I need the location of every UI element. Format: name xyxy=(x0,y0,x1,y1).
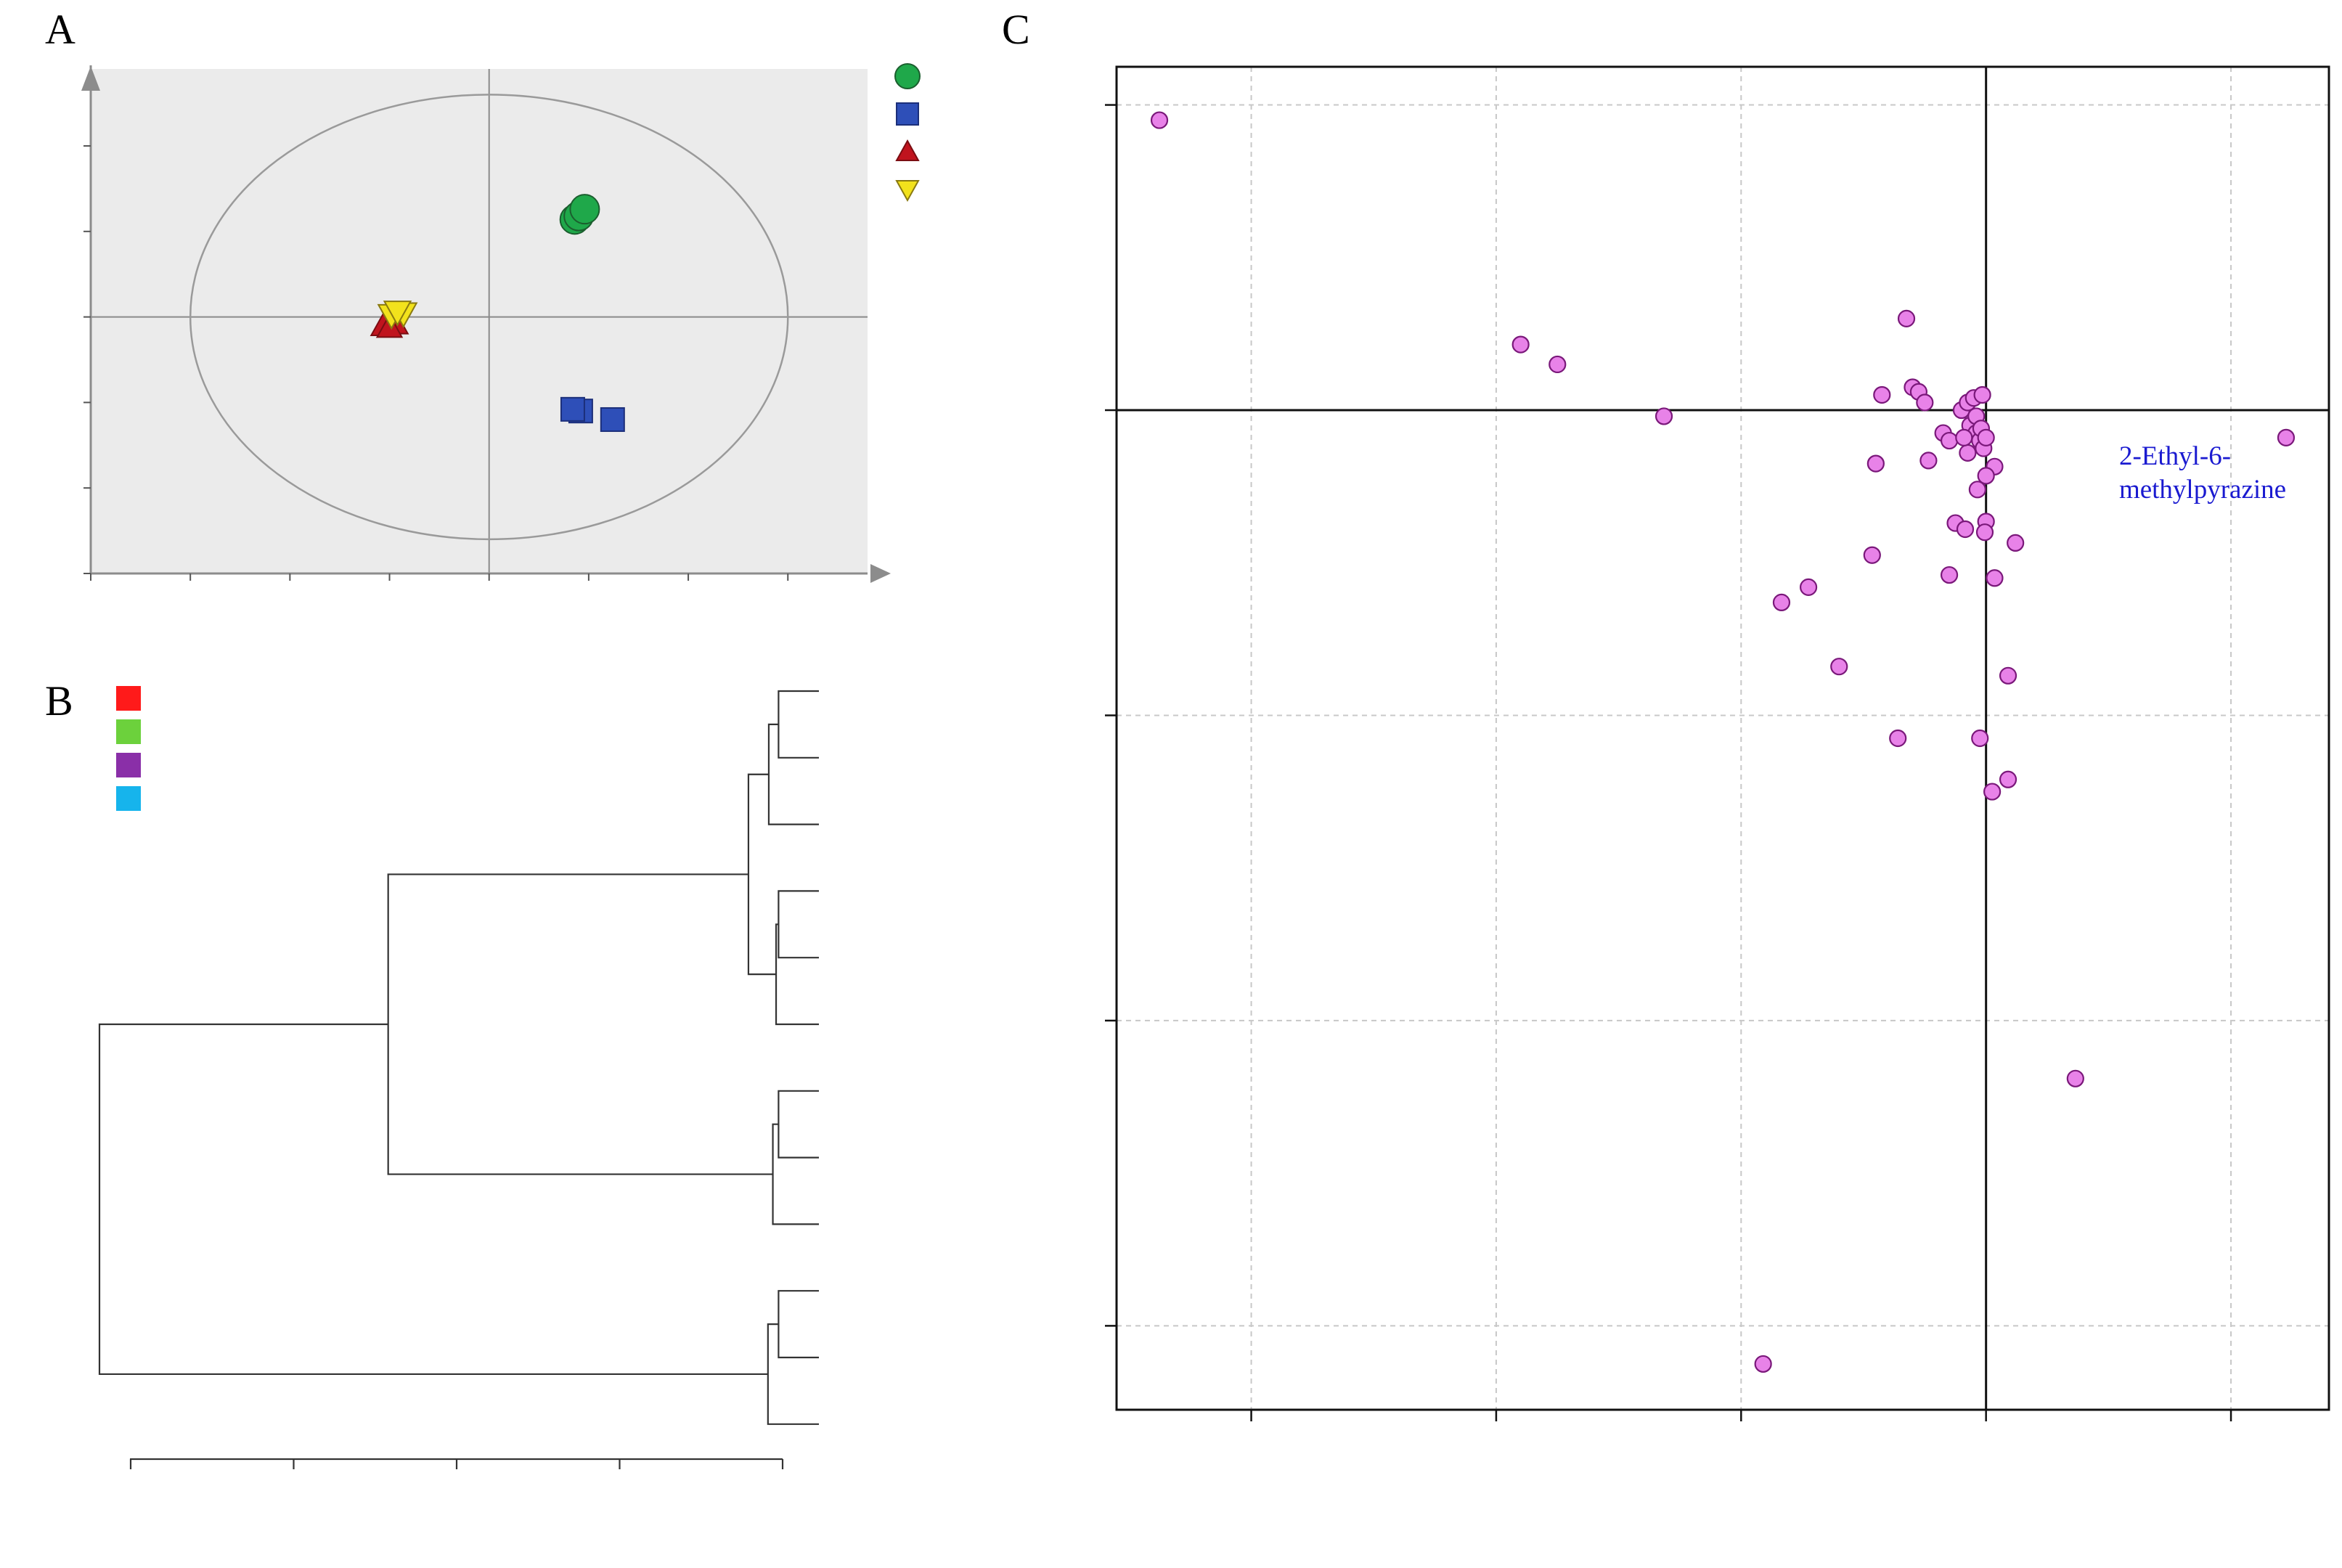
loading-point xyxy=(2066,1069,2084,1087)
panel-letter-c: C xyxy=(1002,6,1030,53)
loading-point xyxy=(1975,523,1994,542)
data-point xyxy=(895,180,920,203)
panel-letter-a: A xyxy=(45,6,76,53)
point-label-line: 2-Ethyl-6- xyxy=(2119,441,2231,471)
data-point xyxy=(896,102,919,126)
loading-point xyxy=(1973,385,1991,404)
panel-c-loading-plot: 2-Ethyl-6- methylpyrazine xyxy=(1105,65,2330,1421)
panel-a-pca-score-plot xyxy=(81,63,921,583)
dendrogram-link xyxy=(778,690,819,759)
loading-point xyxy=(1866,454,1885,473)
loading-point xyxy=(1511,335,1530,354)
y-axis-arrow-icon xyxy=(81,66,100,91)
loading-point xyxy=(1863,546,1881,564)
loading-point xyxy=(1889,729,1907,748)
dendrogram-link xyxy=(778,1090,819,1159)
legend-swatch xyxy=(116,686,141,711)
data-point xyxy=(895,139,920,161)
confidence-ellipse xyxy=(189,94,789,541)
loading-point xyxy=(1959,444,1977,462)
loading-point xyxy=(2007,534,2025,552)
plot-frame xyxy=(1115,65,2330,1411)
loading-point xyxy=(1916,393,1934,412)
loading-point xyxy=(1754,1355,1772,1373)
loading-point xyxy=(1830,658,1848,676)
dendrogram-link xyxy=(387,873,773,1175)
dendrogram-link xyxy=(747,773,777,976)
loading-point xyxy=(1971,729,1989,748)
loading-point xyxy=(1655,407,1673,425)
loading-point xyxy=(1799,578,1818,596)
loading-point xyxy=(1999,666,2017,685)
data-point xyxy=(894,63,921,89)
loading-point xyxy=(1956,520,1975,539)
loading-point xyxy=(1772,593,1791,611)
panel-b-dendrogram xyxy=(98,686,819,1469)
loading-point xyxy=(1977,428,1995,446)
dendrogram-link xyxy=(778,890,819,959)
dendrogram-link xyxy=(775,923,819,1026)
loading-point xyxy=(1986,569,2004,587)
loading-point xyxy=(1940,565,1959,584)
loading-point xyxy=(2277,428,2296,446)
plot-background xyxy=(91,69,868,573)
data-point xyxy=(600,407,625,432)
loading-point xyxy=(1873,385,1891,404)
legend-swatch xyxy=(116,719,141,744)
loading-point xyxy=(1919,452,1938,470)
dendrogram-link xyxy=(772,1123,819,1225)
data-point xyxy=(569,194,600,225)
legend-swatch xyxy=(116,753,141,777)
loading-point xyxy=(1977,467,1995,485)
x-axis-arrow-icon xyxy=(870,564,891,583)
loading-point xyxy=(1983,783,2002,801)
loading-point xyxy=(1549,355,1567,374)
loading-point xyxy=(1999,770,2017,788)
dendrogram-link xyxy=(98,1023,768,1376)
loading-point xyxy=(1150,111,1169,129)
point-label-line: methylpyrazine xyxy=(2119,475,2286,505)
panel-letter-b: B xyxy=(45,677,73,724)
data-point xyxy=(560,396,585,422)
loading-point xyxy=(1940,431,1959,450)
loading-point xyxy=(1968,481,1986,499)
loading-point xyxy=(1897,309,1916,327)
dendrogram-link xyxy=(767,723,819,825)
legend-swatch xyxy=(116,786,141,811)
point-label: 2-Ethyl-6- methylpyrazine xyxy=(2119,441,2286,505)
data-point xyxy=(383,301,412,327)
dendrogram-link xyxy=(778,1290,819,1359)
loading-point xyxy=(1955,428,1973,446)
dendrogram-link xyxy=(767,1323,819,1425)
